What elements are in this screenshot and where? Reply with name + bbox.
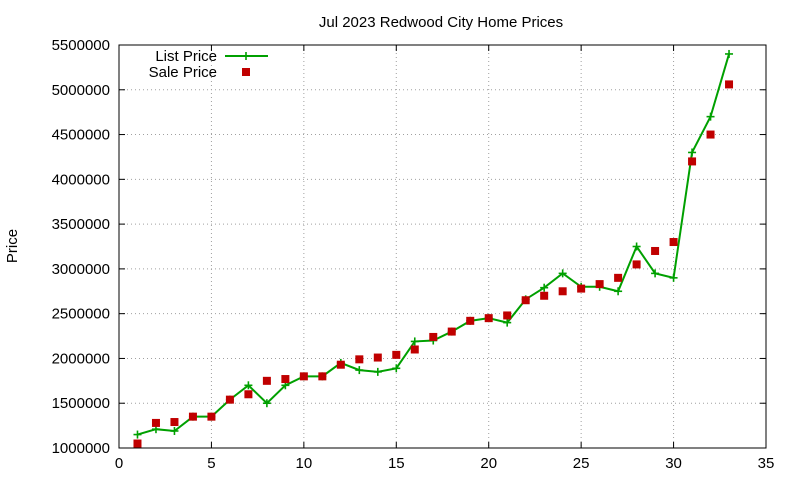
data-point (188, 412, 197, 421)
y-tick-label: 5000000 (52, 82, 110, 99)
data-point (503, 318, 512, 327)
legend-marker (242, 68, 250, 76)
data-point (281, 375, 290, 384)
y-tick-label: 1000000 (52, 440, 110, 457)
plot-border (118, 44, 767, 449)
x-tick-label: 15 (388, 455, 405, 472)
series-layer (133, 49, 734, 448)
data-point (318, 372, 327, 381)
legend-label: Sale Price (149, 64, 217, 81)
data-point (632, 242, 641, 251)
data-point (373, 353, 382, 362)
data-point (540, 283, 549, 292)
legend-marker (242, 52, 250, 60)
data-point (207, 412, 216, 421)
data-point (244, 381, 253, 390)
data-point (133, 430, 142, 439)
data-point (706, 130, 715, 139)
data-point (410, 345, 419, 354)
data-point (558, 287, 567, 296)
data-point (392, 350, 401, 359)
data-point (614, 273, 623, 282)
axes: 0 5 10 15 20 25 30 35 1000000 1500000 2000000 25000… (52, 37, 775, 472)
data-point (577, 284, 586, 293)
y-tick-label: 2000000 (52, 350, 110, 367)
data-point (632, 260, 641, 269)
x-tick-label: 10 (296, 455, 313, 472)
y-tick-label: 4500000 (52, 127, 110, 144)
data-point (651, 269, 660, 278)
data-point (447, 327, 456, 336)
y-axis-label: Price (4, 229, 21, 263)
data-point (262, 376, 271, 385)
chart-title: Jul 2023 Redwood City Home Prices (319, 14, 563, 31)
data-point (244, 390, 253, 399)
grid (119, 45, 766, 448)
data-point (484, 314, 493, 323)
x-tick-label: 25 (573, 455, 590, 472)
x-tick-label: 35 (758, 455, 775, 472)
data-point (336, 360, 345, 369)
data-point (503, 311, 512, 320)
data-point (429, 332, 438, 341)
data-point (133, 439, 142, 448)
data-point (373, 367, 382, 376)
y-tick-label: 2500000 (52, 306, 110, 323)
data-point (225, 395, 234, 404)
data-point (392, 364, 401, 373)
y-tick-label: 4000000 (52, 171, 110, 188)
y-tick-label: 3500000 (52, 216, 110, 233)
data-point (540, 291, 549, 300)
data-point (466, 316, 475, 325)
data-point (688, 148, 697, 157)
data-point (725, 80, 734, 89)
y-tick-label: 5500000 (52, 37, 110, 54)
data-point (706, 112, 715, 121)
data-point (170, 426, 179, 435)
legend-label: List Price (155, 48, 217, 65)
x-tick-label: 30 (665, 455, 682, 472)
y-tick-label: 1500000 (52, 395, 110, 412)
data-point (669, 273, 678, 282)
data-point (614, 287, 623, 296)
data-point (355, 366, 364, 375)
data-point (651, 246, 660, 255)
x-tick-label: 0 (115, 455, 123, 472)
data-point (688, 157, 697, 166)
data-point (410, 337, 419, 346)
data-point (521, 296, 530, 305)
data-point (669, 238, 678, 247)
series-line (137, 53, 730, 436)
data-point (558, 269, 567, 278)
data-point (595, 280, 604, 289)
y-tick-label: 3000000 (52, 261, 110, 278)
x-tick-label: 5 (207, 455, 215, 472)
series-1 (133, 49, 734, 439)
data-point (725, 49, 734, 58)
data-point (299, 372, 308, 381)
x-tick-label: 20 (480, 455, 497, 472)
data-point (170, 418, 179, 427)
data-point (262, 399, 271, 408)
data-point (355, 355, 364, 364)
data-point (151, 418, 160, 427)
series-2 (133, 80, 734, 448)
